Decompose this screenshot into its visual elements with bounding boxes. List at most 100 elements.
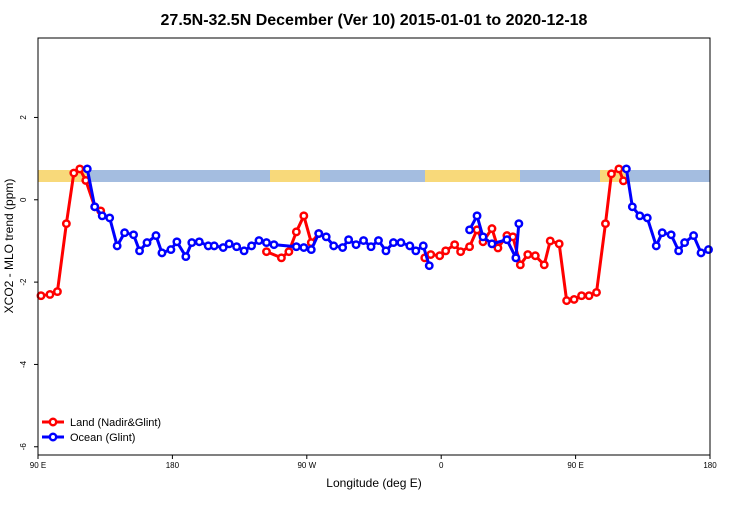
series-point [135,246,144,256]
series-point [166,245,176,255]
series-point [194,237,204,247]
series-point [36,291,46,301]
series-point [329,241,339,251]
series-point [151,231,161,241]
x-tick-label: 180 [703,461,717,470]
series-point [584,291,594,301]
series-point [651,241,661,251]
series-point [680,238,690,248]
series-point [142,238,152,248]
series-point [487,224,497,234]
series-point [218,243,228,252]
plot-frame [37,37,711,456]
series-point [424,261,434,271]
series-point [514,219,524,229]
series-point [627,202,637,212]
series-point [381,246,391,256]
legend-marker [48,417,58,427]
series-point [554,239,564,249]
series-point [97,211,107,221]
series-point [515,260,525,270]
series-point [472,211,482,221]
series-point [299,211,309,221]
series-point [306,245,316,255]
series-point [606,169,616,179]
series-point [120,228,130,238]
series-point [181,252,191,262]
series-point [614,164,624,174]
series-point [52,287,62,297]
legend-label: Ocean (Glint) [70,432,135,444]
series-point [478,232,488,242]
series-point [366,242,376,252]
series-point [642,213,652,223]
series-point [601,219,610,229]
series-point [262,238,271,248]
y-tick-label: -6 [19,443,28,451]
series-point [105,213,115,223]
series-point [592,287,601,297]
series-point [465,242,475,252]
series-point [314,229,324,238]
x-tick-label: 0 [439,461,444,470]
series-point [157,248,167,258]
y-tick-label: -4 [19,360,28,368]
series-point [666,230,676,240]
series-point [209,241,219,251]
series-point [75,164,85,174]
y-axis-label: XCO2 - MLO trend (ppm) [2,179,16,314]
series-point [545,236,555,246]
series-point [502,235,512,245]
series-point [456,247,466,257]
series-point [247,241,256,251]
series-point [269,240,279,250]
series-point [291,227,301,237]
y-tick-label: 2 [19,115,28,120]
series-point [172,237,182,247]
series-point [635,211,645,221]
series-point [621,164,631,174]
series-point [562,296,572,306]
series-point [321,232,331,242]
series-point [284,247,294,257]
chart-title: 27.5N-32.5N December (Ver 10) 2015-01-01… [161,12,588,29]
series-point [299,243,309,252]
series-point [291,242,301,252]
y-tick-label: -2 [19,278,28,286]
series-point [232,242,242,252]
series-point [704,245,713,255]
series-point [187,238,197,248]
series-point [359,236,368,245]
series-point [689,231,699,241]
x-tick-label: 90 E [30,461,46,470]
plot-area [36,164,713,306]
series-point [418,241,428,251]
y-tick-label: 0 [19,197,28,202]
series-point [493,243,503,253]
series-point [465,225,475,235]
series-point [396,238,406,248]
series-point [674,246,684,256]
series-line [424,166,625,303]
x-tick-label: 180 [166,461,180,470]
x-tick-label: 90 E [567,461,583,470]
series-point [523,250,533,259]
series-point [262,247,271,257]
legend-marker [48,432,58,442]
series-point [45,290,55,299]
series-point [405,241,415,251]
x-tick-label: 90 W [297,461,316,470]
series-point [112,241,122,251]
series-point [344,235,354,245]
series-point [511,253,521,263]
series-point [577,291,587,301]
series-point [254,236,264,245]
series-point [129,230,139,240]
series-point [450,240,460,250]
series-point [61,219,71,229]
series-point [224,239,234,249]
series-point [426,250,436,259]
series-point [487,239,497,249]
series-point [276,253,286,263]
